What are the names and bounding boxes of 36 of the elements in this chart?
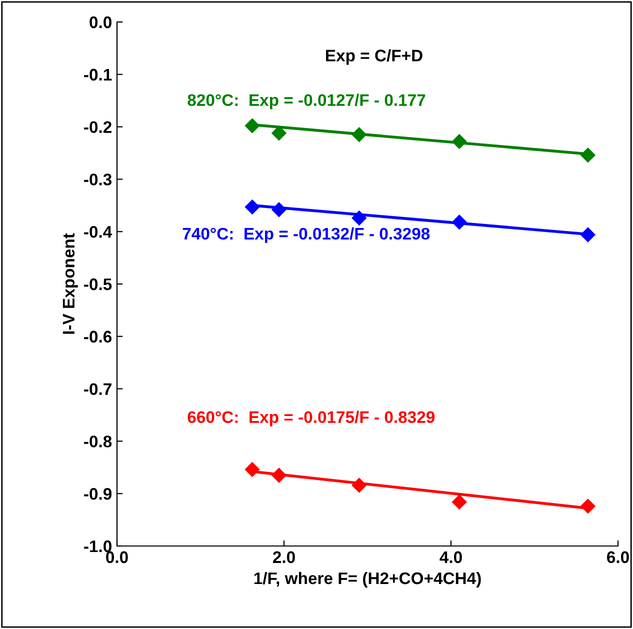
y-tick-label: -0.9	[84, 488, 112, 500]
point	[352, 210, 367, 226]
point	[352, 478, 367, 493]
point	[244, 199, 260, 215]
point	[452, 494, 467, 510]
annotation: 660°C: Exp = -0.0175/F - 0.8329	[188, 410, 435, 426]
y-tick-label: -0.8	[84, 436, 112, 448]
y-tick-label: -0.3	[84, 174, 112, 186]
x-axis-title: 1/F, where F= (H2+CO+4CH4)	[254, 572, 481, 588]
y-tick-label: -1.0	[84, 540, 112, 552]
point	[271, 125, 287, 141]
x-tick-label: 4.0	[440, 551, 462, 564]
y-tick-label: -0.2	[84, 121, 112, 134]
point	[452, 134, 467, 150]
point	[580, 498, 596, 514]
y-tick-label: -0.1	[84, 68, 112, 81]
point	[580, 147, 596, 163]
point	[352, 127, 367, 142]
point	[271, 468, 287, 483]
y-tick-label: 0.0	[90, 16, 112, 28]
annotation: 820°C: Exp = -0.0127/F - 0.177	[188, 94, 426, 110]
y-tick-label: -0.6	[84, 330, 112, 343]
annotation: Exp = C/F+D	[326, 49, 422, 65]
point	[244, 118, 260, 134]
y-tick-label: -0.7	[84, 383, 112, 396]
point	[580, 227, 596, 242]
y-tick-label: -0.5	[84, 278, 112, 290]
point	[452, 214, 467, 230]
y-axis-title: I-V Exponent	[62, 233, 78, 334]
x-tick-label: 6.0	[607, 551, 629, 564]
x-tick-label: 0.0	[106, 551, 128, 564]
annotation: 740°C: Exp = -0.0132/F - 0.3298	[182, 227, 430, 243]
y-tick-label: -0.4	[84, 226, 112, 238]
point	[271, 202, 287, 218]
x-tick-label: 2.0	[272, 551, 295, 564]
point	[244, 462, 260, 478]
